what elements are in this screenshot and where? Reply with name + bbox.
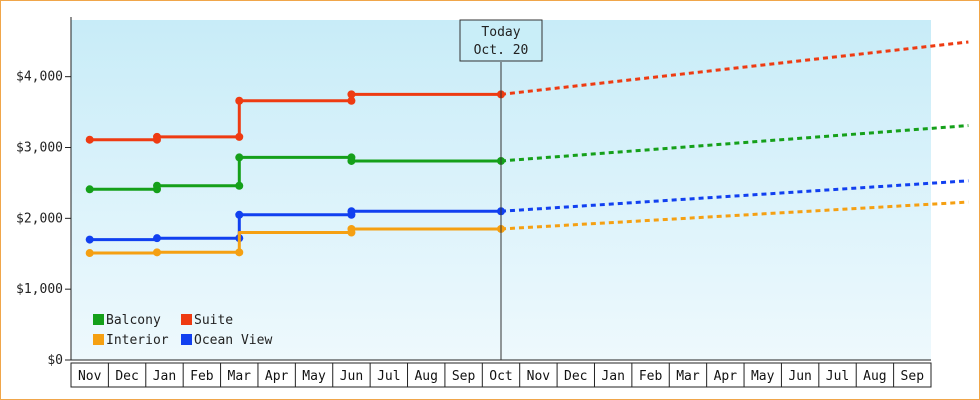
x-axis-month-strip — [70, 362, 932, 388]
x-tick-label: Feb — [190, 369, 214, 384]
x-tick-label: Jul — [826, 369, 849, 384]
y-tick-label: $3,000 — [16, 141, 63, 156]
x-tick-label: Sep — [901, 369, 925, 384]
x-tick-label: May — [302, 369, 326, 384]
legend-swatch-balcony — [93, 314, 104, 325]
x-tick-label: Jun — [788, 369, 811, 384]
y-tick-label: $0 — [47, 353, 63, 368]
x-tick-label: Nov — [78, 369, 102, 384]
series-suite-forecast-line — [500, 40, 969, 96]
x-tick-label: Apr — [714, 369, 738, 384]
series-interior-forecast-line — [500, 200, 969, 231]
series-ocean-view-point — [235, 210, 244, 219]
series-interior-point — [235, 248, 244, 257]
series-interior-point — [85, 249, 94, 258]
x-tick-label: Dec — [115, 369, 138, 384]
x-tick-label: Apr — [265, 369, 289, 384]
series-ocean-view-point — [153, 234, 161, 243]
x-tick-label: Jan — [601, 369, 624, 384]
today-date-label: Oct. 20 — [474, 43, 529, 58]
x-tick-label: Nov — [527, 369, 551, 384]
series-suite-point — [153, 132, 161, 141]
series-ocean-view-forecast-line — [500, 179, 969, 213]
series-interior-point — [153, 248, 161, 257]
series-balcony-point — [85, 185, 94, 194]
y-tick-label: $4,000 — [16, 70, 63, 85]
x-tick-label: Sep — [452, 369, 476, 384]
x-tick-label: Oct — [489, 369, 512, 384]
x-tick-label: Aug — [414, 369, 437, 384]
series-balcony-point — [347, 156, 356, 165]
today-callout — [459, 19, 543, 62]
legend-label-balcony: Balcony — [106, 313, 161, 328]
x-tick-label: Mar — [228, 369, 252, 384]
series-suite-point — [347, 90, 356, 99]
legend-swatch-interior — [93, 334, 104, 345]
legend-label-interior: Interior — [106, 333, 169, 348]
y-tick-label: $1,000 — [16, 282, 63, 297]
series-interior-point — [347, 224, 356, 233]
legend-label-ocean-view: Ocean View — [194, 333, 272, 348]
y-tick-label: $2,000 — [16, 211, 63, 226]
x-tick-label: Jun — [340, 369, 363, 384]
x-tick-label: Aug — [863, 369, 886, 384]
legend-label-suite: Suite — [194, 313, 233, 328]
series-ocean-view-point — [347, 207, 356, 216]
series-balcony-point — [235, 181, 244, 190]
series-suite-point — [235, 132, 244, 141]
series-ocean-view-point — [85, 235, 94, 244]
today-label: Today — [481, 25, 520, 40]
x-tick-label: Mar — [676, 369, 700, 384]
series-balcony-point — [153, 181, 161, 190]
series-suite-point — [85, 135, 94, 144]
x-tick-label: May — [751, 369, 775, 384]
legend-swatch-ocean-view — [181, 334, 192, 345]
series-balcony-forecast-line — [500, 124, 969, 163]
x-tick-label: Feb — [639, 369, 663, 384]
x-tick-label: Jul — [377, 369, 400, 384]
x-tick-label: Dec — [564, 369, 587, 384]
series-suite-point — [235, 96, 244, 105]
series-suite-point — [347, 96, 356, 105]
series-balcony-point — [235, 153, 244, 162]
x-tick-label: Jan — [153, 369, 176, 384]
legend-swatch-suite — [181, 314, 192, 325]
